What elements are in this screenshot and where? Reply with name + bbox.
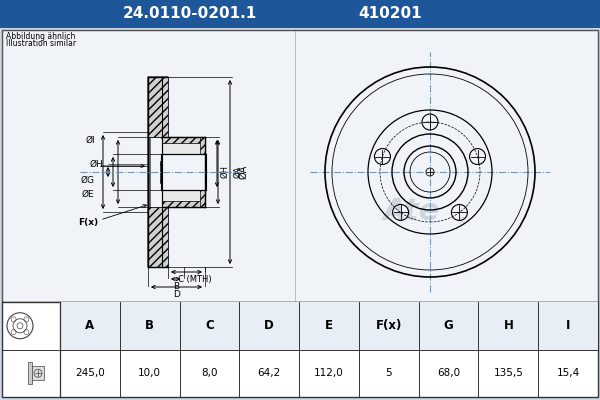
Text: H: H	[503, 319, 513, 332]
Text: C (MTH): C (MTH)	[178, 275, 212, 284]
Bar	[162, 137, 205, 143]
Text: 5: 5	[385, 368, 392, 378]
Bar	[200, 137, 205, 207]
Text: F(x): F(x)	[376, 319, 402, 332]
Text: C: C	[205, 319, 214, 332]
Text: ØE: ØE	[82, 190, 94, 198]
Text: 15,4: 15,4	[556, 368, 580, 378]
Text: ØA: ØA	[238, 165, 248, 179]
Bar	[0, 0, 600, 28]
Text: ØA: ØA	[233, 166, 242, 178]
Text: 10,0: 10,0	[138, 368, 161, 378]
Bar	[160, 161, 168, 183]
Text: 24.0110-0201.1: 24.0110-0201.1	[123, 6, 257, 22]
Bar	[161, 154, 206, 190]
Text: G: G	[443, 319, 454, 332]
Bar	[162, 137, 205, 207]
Text: 410201: 410201	[358, 6, 422, 22]
Bar	[28, 362, 32, 384]
Bar	[2, 302, 598, 397]
Text: ØH: ØH	[220, 166, 229, 178]
Text: B: B	[145, 319, 154, 332]
Text: 245,0: 245,0	[75, 368, 105, 378]
Text: Ate: Ate	[383, 198, 440, 226]
Text: F(x): F(x)	[78, 218, 98, 226]
Text: 8,0: 8,0	[201, 368, 218, 378]
Text: 135,5: 135,5	[493, 368, 523, 378]
Bar	[148, 77, 168, 137]
Text: D: D	[265, 319, 274, 332]
Text: ØH: ØH	[89, 160, 103, 168]
Text: B: B	[173, 282, 179, 291]
Bar	[2, 30, 598, 302]
Bar	[2, 30, 598, 302]
Text: 68,0: 68,0	[437, 368, 460, 378]
Bar	[32, 366, 44, 380]
Bar	[60, 302, 598, 350]
Text: Abbildung ähnlich: Abbildung ähnlich	[6, 32, 76, 41]
Text: ØI: ØI	[85, 136, 95, 144]
Text: A: A	[85, 319, 94, 332]
Text: ®: ®	[457, 217, 467, 227]
Polygon shape	[148, 77, 168, 267]
Text: ØE: ØE	[179, 164, 188, 176]
Text: Illustration similar: Illustration similar	[6, 39, 76, 48]
Bar	[162, 201, 205, 207]
Text: E: E	[325, 319, 333, 332]
Text: 112,0: 112,0	[314, 368, 344, 378]
Text: ØG: ØG	[81, 176, 95, 184]
Text: I: I	[566, 319, 570, 332]
Text: D: D	[173, 290, 180, 299]
Bar	[148, 207, 168, 267]
Text: 64,2: 64,2	[257, 368, 281, 378]
